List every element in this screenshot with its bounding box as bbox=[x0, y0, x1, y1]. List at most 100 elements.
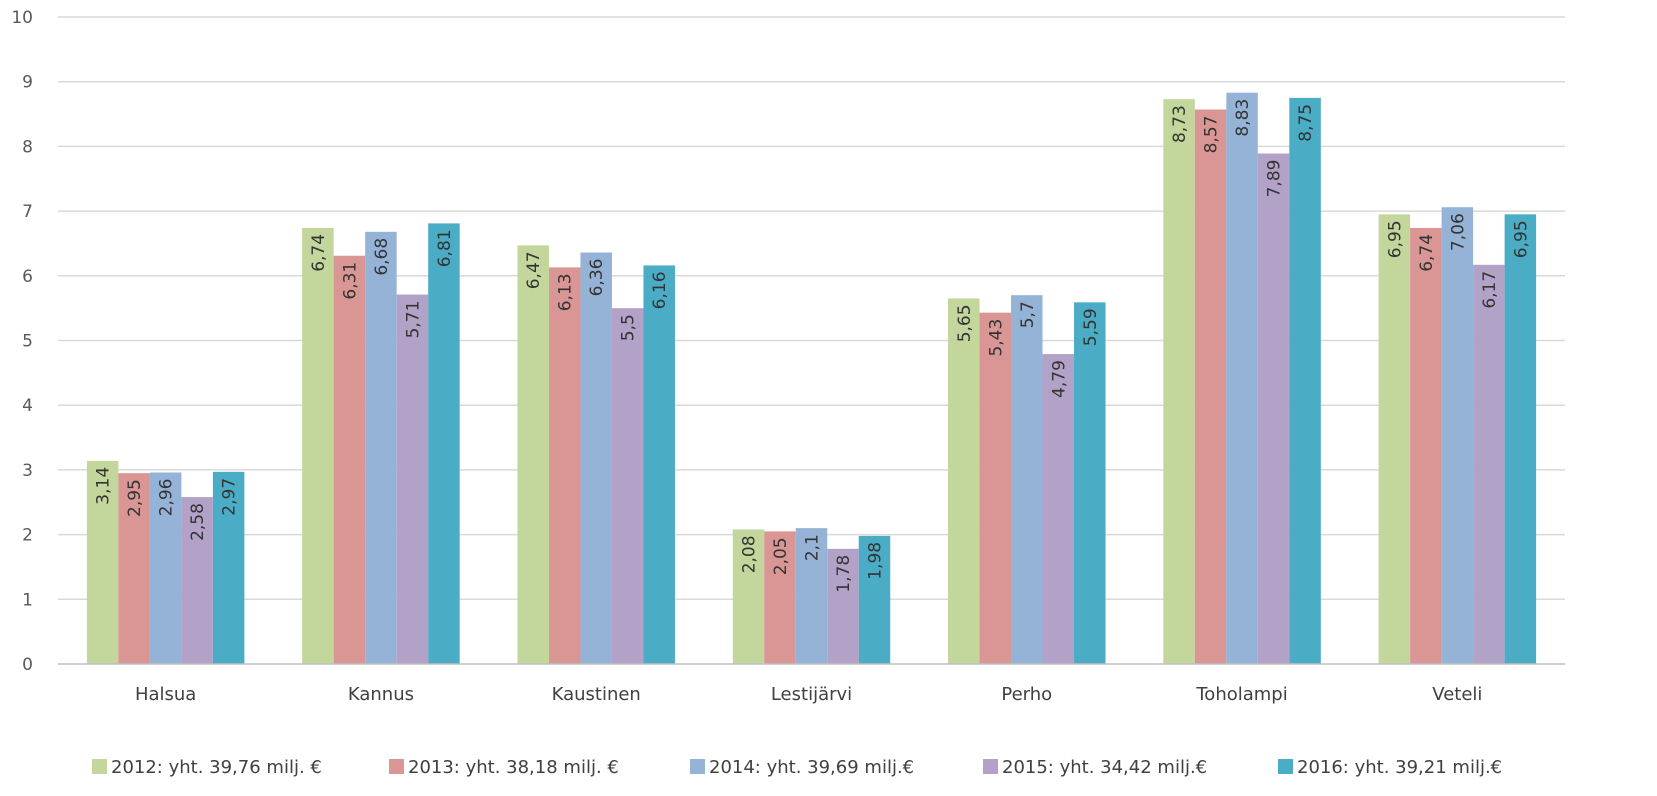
x-category-label: Lestijärvi bbox=[771, 684, 852, 705]
data-label: 5,7 bbox=[1018, 301, 1038, 328]
bar bbox=[149, 472, 182, 664]
x-category-label: Halsua bbox=[135, 684, 196, 705]
y-tick-label: 8 bbox=[22, 137, 33, 157]
gridlines bbox=[58, 16, 1565, 601]
bar bbox=[365, 231, 397, 664]
bar bbox=[1378, 214, 1411, 664]
bar bbox=[302, 227, 334, 664]
y-tick-label: 2 bbox=[22, 526, 33, 546]
data-label: 3,14 bbox=[94, 467, 114, 505]
data-label: 2,95 bbox=[125, 479, 145, 517]
bar bbox=[86, 460, 119, 664]
data-label: 6,74 bbox=[1417, 234, 1437, 272]
bar bbox=[979, 312, 1012, 664]
data-label: 6,95 bbox=[1511, 220, 1531, 258]
bar bbox=[1289, 97, 1321, 664]
bar bbox=[548, 267, 581, 664]
bar bbox=[1410, 227, 1442, 664]
y-tick-label: 5 bbox=[22, 332, 33, 352]
legend-entry: 2015: yht. 34,42 milj.€ bbox=[1002, 757, 1207, 778]
data-label: 6,16 bbox=[650, 271, 670, 309]
data-label: 5,59 bbox=[1081, 308, 1101, 346]
legend-swatch bbox=[92, 759, 107, 774]
x-category-label: Toholampi bbox=[1195, 684, 1287, 705]
bar bbox=[118, 473, 150, 664]
legend-entry: 2016: yht. 39,21 milj.€ bbox=[1297, 757, 1502, 778]
data-label: 6,31 bbox=[340, 262, 360, 300]
legend-swatch bbox=[983, 759, 998, 774]
data-labels: 3,14 2,95 2,96 2,58 2,97 6,74 6,31 6,68 5,71 6,81… bbox=[94, 99, 1532, 593]
data-label: 6,17 bbox=[1480, 271, 1500, 309]
bar bbox=[333, 255, 366, 665]
y-tick-label: 3 bbox=[22, 461, 33, 481]
y-tick-label: 10 bbox=[11, 8, 33, 28]
data-label: 8,75 bbox=[1296, 104, 1316, 142]
legend-swatch bbox=[389, 759, 404, 774]
data-label: 2,1 bbox=[803, 534, 823, 561]
data-label: 2,58 bbox=[188, 503, 208, 541]
data-label: 1,98 bbox=[866, 542, 886, 580]
bar bbox=[1074, 302, 1106, 664]
bar bbox=[1226, 92, 1258, 665]
data-label: 8,73 bbox=[1170, 105, 1190, 143]
bar bbox=[643, 265, 675, 664]
y-tick-label: 4 bbox=[22, 396, 33, 416]
y-tick-label: 0 bbox=[22, 655, 33, 675]
x-category-label: Kannus bbox=[348, 684, 414, 705]
data-label: 7,89 bbox=[1265, 160, 1285, 198]
bar bbox=[611, 308, 644, 664]
bar bbox=[396, 294, 429, 664]
bar bbox=[181, 497, 213, 664]
bar bbox=[1257, 153, 1290, 664]
bar bbox=[1441, 207, 1474, 664]
y-tick-label: 7 bbox=[22, 202, 33, 222]
x-category-label: Veteli bbox=[1432, 684, 1482, 705]
bar bbox=[1042, 354, 1075, 664]
data-label: 4,79 bbox=[1049, 360, 1069, 398]
bar bbox=[827, 548, 859, 664]
y-tick-label: 1 bbox=[22, 590, 33, 610]
data-label: 6,36 bbox=[587, 259, 607, 297]
data-label: 7,06 bbox=[1448, 213, 1468, 251]
bar bbox=[1504, 214, 1537, 664]
bar bbox=[764, 531, 796, 664]
data-label: 6,81 bbox=[435, 229, 455, 267]
bar bbox=[1473, 264, 1505, 664]
y-tick-label: 6 bbox=[22, 267, 33, 287]
data-label: 5,5 bbox=[619, 314, 639, 341]
y-axis-tick-labels: 0 1 2 3 4 5 6 7 8 9 10 bbox=[11, 8, 33, 675]
legend-entry: 2013: yht. 38,18 milj. € bbox=[408, 757, 619, 778]
data-label: 2,97 bbox=[220, 478, 240, 516]
bar bbox=[517, 245, 549, 665]
data-label: 8,83 bbox=[1233, 99, 1253, 137]
data-label: 2,96 bbox=[157, 478, 177, 516]
data-label: 6,47 bbox=[524, 251, 544, 289]
y-tick-label: 9 bbox=[22, 73, 33, 93]
data-label: 5,65 bbox=[955, 304, 975, 342]
bar bbox=[795, 528, 828, 664]
data-label: 8,57 bbox=[1202, 116, 1222, 154]
bar bbox=[858, 535, 891, 664]
bar bbox=[580, 252, 612, 664]
data-label: 6,13 bbox=[556, 273, 576, 311]
data-label: 6,95 bbox=[1385, 220, 1405, 258]
bar bbox=[1194, 109, 1227, 664]
bar bbox=[948, 298, 980, 664]
data-label: 2,05 bbox=[771, 537, 791, 575]
bar bbox=[1011, 295, 1043, 664]
x-category-label: Kaustinen bbox=[552, 684, 641, 705]
legend-swatch bbox=[690, 759, 705, 774]
data-label: 5,71 bbox=[403, 301, 423, 339]
legend: 2012: yht. 39,76 milj. € 2013: yht. 38,18… bbox=[92, 757, 1502, 778]
legend-swatch bbox=[1278, 759, 1293, 774]
data-label: 5,43 bbox=[986, 319, 1006, 357]
bar bbox=[212, 471, 245, 664]
bar bbox=[732, 529, 765, 664]
bar bbox=[1163, 99, 1195, 664]
data-label: 6,74 bbox=[309, 234, 329, 272]
bar bbox=[428, 223, 460, 664]
data-label: 2,08 bbox=[740, 535, 760, 573]
legend-entry: 2014: yht. 39,69 milj.€ bbox=[709, 757, 914, 778]
